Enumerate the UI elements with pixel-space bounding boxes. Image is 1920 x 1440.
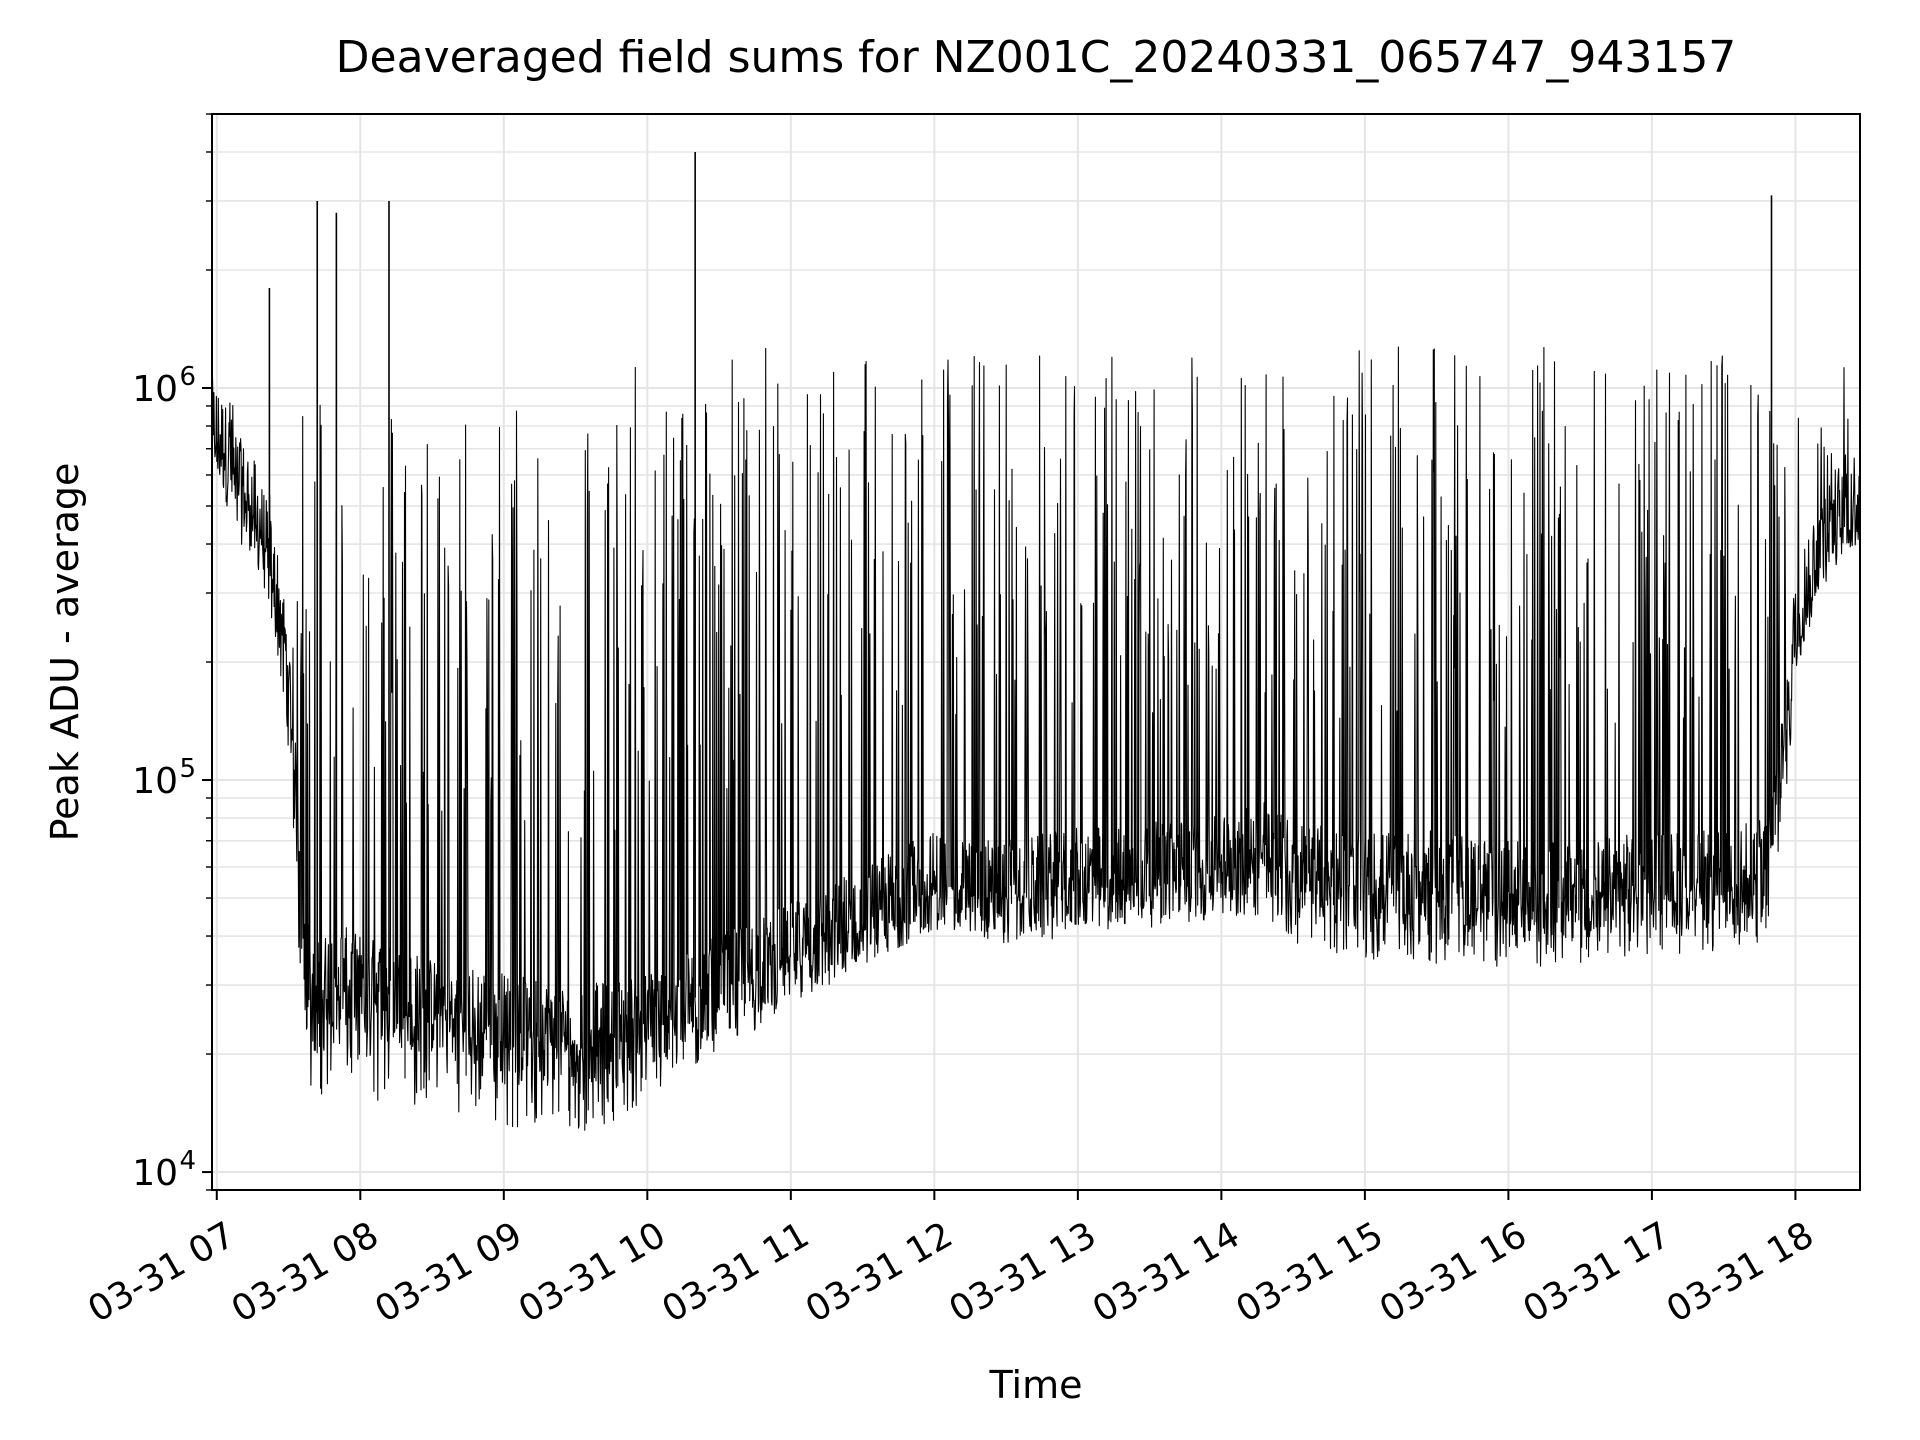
y-tick-label-exponent: 6 [179,362,196,392]
y-tick-label: 10 [132,1153,178,1194]
y-tick-label: 10 [132,761,178,802]
x-axis-label: Time [989,1363,1083,1407]
plot-area [211,151,1861,1131]
y-tick-label: 10 [132,369,178,410]
axes-frame [211,113,1861,1191]
chart-title: Deaveraged field sums for NZ001C_2024033… [336,32,1737,83]
y-tick-label-exponent: 4 [179,1146,196,1176]
y-axis-label: Peak ADU - average [43,463,87,842]
data-line [211,346,1861,1131]
y-tick-label-exponent: 5 [179,754,196,784]
